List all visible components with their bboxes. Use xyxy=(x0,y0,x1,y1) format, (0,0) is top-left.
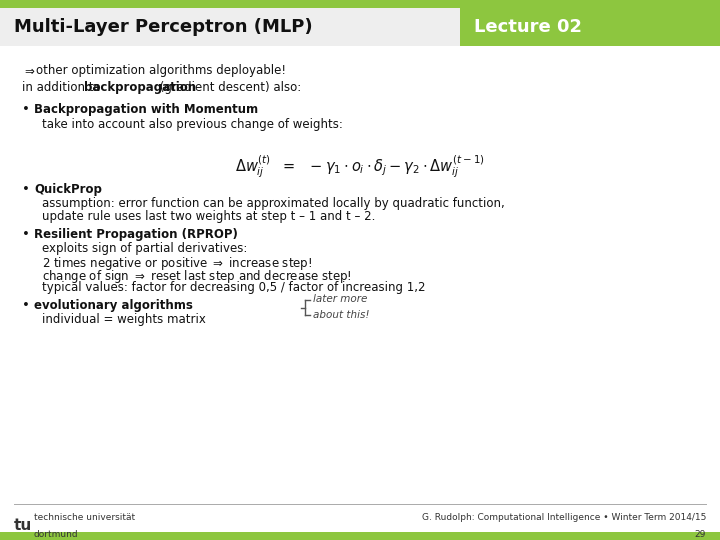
Text: update rule uses last two weights at step t – 1 and t – 2.: update rule uses last two weights at ste… xyxy=(42,210,375,223)
Text: Resilient Propagation (RPROP): Resilient Propagation (RPROP) xyxy=(34,228,238,241)
Text: individual = weights matrix: individual = weights matrix xyxy=(42,313,206,326)
Bar xyxy=(0,0,720,8)
Text: •: • xyxy=(22,103,30,116)
Text: 29: 29 xyxy=(695,530,706,539)
Bar xyxy=(0,8,460,46)
Text: assumption: error function can be approximated locally by quadratic function,: assumption: error function can be approx… xyxy=(42,197,505,210)
Text: $\Rightarrow$: $\Rightarrow$ xyxy=(22,64,35,77)
Text: other optimization algorithms deployable!: other optimization algorithms deployable… xyxy=(36,64,286,77)
Text: (gradient descent) also:: (gradient descent) also: xyxy=(156,81,301,94)
Text: Multi-Layer Perceptron (MLP): Multi-Layer Perceptron (MLP) xyxy=(14,18,312,36)
Text: change of sign $\Rightarrow$ reset last step and decrease step!: change of sign $\Rightarrow$ reset last … xyxy=(42,268,351,285)
Text: backpropagation: backpropagation xyxy=(84,81,196,94)
Text: Backpropagation with Momentum: Backpropagation with Momentum xyxy=(34,103,258,116)
Text: later more: later more xyxy=(313,294,367,305)
Text: dortmund: dortmund xyxy=(34,530,78,539)
Text: •: • xyxy=(22,228,30,241)
Text: about this!: about this! xyxy=(313,310,369,321)
Text: tu: tu xyxy=(14,518,32,534)
Text: 2 times negative or positive $\Rightarrow$ increase step!: 2 times negative or positive $\Rightarro… xyxy=(42,255,312,272)
Bar xyxy=(460,8,720,46)
Text: typical values: factor for decreasing 0,5 / factor of increasing 1,2: typical values: factor for decreasing 0,… xyxy=(42,281,426,294)
Text: take into account also previous change of weights:: take into account also previous change o… xyxy=(42,118,343,131)
Text: G. Rudolph: Computational Intelligence • Winter Term 2014/15: G. Rudolph: Computational Intelligence •… xyxy=(422,513,706,522)
Text: QuickProp: QuickProp xyxy=(34,183,102,196)
Text: Lecture 02: Lecture 02 xyxy=(474,18,582,36)
Text: •: • xyxy=(22,299,30,312)
Text: exploits sign of partial derivatives:: exploits sign of partial derivatives: xyxy=(42,242,248,255)
Text: evolutionary algorithms: evolutionary algorithms xyxy=(34,299,193,312)
Text: •: • xyxy=(22,183,30,196)
Text: in addition to: in addition to xyxy=(22,81,104,94)
Text: technische universität: technische universität xyxy=(34,513,135,522)
Bar xyxy=(0,532,720,540)
Text: $\Delta w_{ij}^{(t)}\ \ =\ \ -\gamma_1 \cdot o_i \cdot \delta_j - \gamma_2 \cdot: $\Delta w_{ij}^{(t)}\ \ =\ \ -\gamma_1 \… xyxy=(235,153,485,180)
